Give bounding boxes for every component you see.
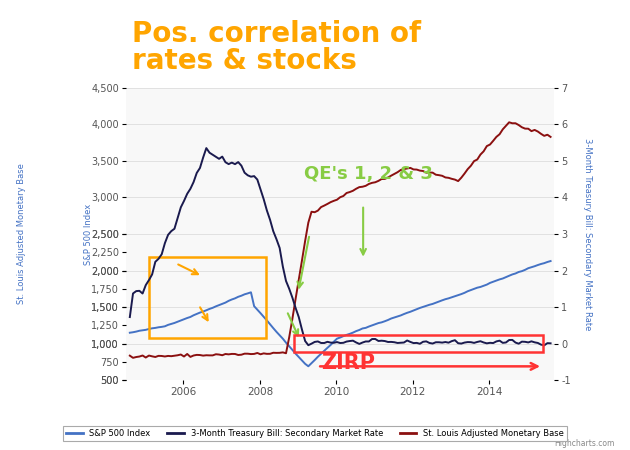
Line: 3-Month Treasury Bill: Secondary Market Rate: 3-Month Treasury Bill: Secondary Market … (130, 148, 551, 345)
Y-axis label: 3-Month Treasury Bill: Secondary Market Rate: 3-Month Treasury Bill: Secondary Market … (583, 138, 592, 330)
3-Month Treasury Bill: Secondary Market Rate: (2.01e+03, 0.0489): Secondary Market Rate: (2.01e+03, 0.0489… (406, 339, 414, 345)
3-Month Treasury Bill: Secondary Market Rate: (2.02e+03, 0.00999): Secondary Market Rate: (2.02e+03, 0.0099… (547, 341, 554, 346)
3-Month Treasury Bill: Secondary Market Rate: (2.02e+03, 0.0347): Secondary Market Rate: (2.02e+03, 0.0347… (525, 340, 532, 345)
St. Louis Adjusted Monetary Base (537, 131, 545, 136)
Y-axis label: St. Louis Adjusted Monetary Base: St. Louis Adjusted Monetary Base (17, 163, 26, 305)
St. Louis Adjusted Monetary Base (528, 128, 536, 134)
St. Louis Adjusted Monetary Base (420, 168, 427, 174)
S&P 500 Index (547, 258, 554, 264)
S&P 500 Index (155, 324, 163, 330)
Text: ZIRP: ZIRP (321, 352, 375, 373)
S&P 500 Index (534, 262, 542, 268)
S&P 500 Index (304, 364, 312, 369)
3-Month Treasury Bill: Secondary Market Rate: (2.01e+03, 5.35): Secondary Market Rate: (2.01e+03, 5.35) (202, 145, 210, 151)
3-Month Treasury Bill: Secondary Market Rate: (2.02e+03, 0.0203): Secondary Market Rate: (2.02e+03, 0.0203… (534, 340, 542, 346)
St. Louis Adjusted Monetary Base (129, 355, 137, 360)
3-Month Treasury Bill: Secondary Market Rate: (2.01e+03, 2.32): Secondary Market Rate: (2.01e+03, 2.32) (155, 256, 163, 261)
3-Month Treasury Bill: Secondary Market Rate: (2.02e+03, -0.0453): Secondary Market Rate: (2.02e+03, -0.045… (541, 342, 548, 348)
Text: Highcharts.com: Highcharts.com (554, 439, 614, 448)
Bar (294, 335, 543, 352)
S&P 500 Index (406, 309, 414, 315)
3-Month Treasury Bill: Secondary Market Rate: (2.01e+03, 0.0523): Secondary Market Rate: (2.01e+03, 0.0523… (420, 339, 427, 344)
Text: QE's 1, 2 & 3: QE's 1, 2 & 3 (304, 165, 433, 183)
St. Louis Adjusted Monetary Base (394, 170, 401, 175)
Line: S&P 500 Index: S&P 500 Index (130, 261, 551, 366)
S&P 500 Index (420, 304, 427, 310)
St. Louis Adjusted Monetary Base (547, 134, 554, 140)
St. Louis Adjusted Monetary Base (505, 120, 513, 125)
3-Month Treasury Bill: Secondary Market Rate: (2.01e+03, 0.0198): Secondary Market Rate: (2.01e+03, 0.0198… (394, 340, 401, 346)
S&P 500 Index (525, 266, 532, 271)
S&P 500 Index (126, 330, 134, 335)
Legend: S&P 500 Index, 3-Month Treasury Bill: Secondary Market Rate, St. Louis Adjusted : S&P 500 Index, 3-Month Treasury Bill: Se… (63, 426, 567, 441)
S&P 500 Index (394, 314, 401, 319)
Line: St. Louis Adjusted Monetary Base: St. Louis Adjusted Monetary Base (130, 122, 551, 358)
Text: rates & stocks: rates & stocks (132, 47, 357, 75)
Bar (149, 257, 266, 338)
St. Louis Adjusted Monetary Base (158, 353, 166, 359)
3-Month Treasury Bill: Secondary Market Rate: (2e+03, 0.728): Secondary Market Rate: (2e+03, 0.728) (126, 315, 134, 320)
Text: Pos. correlation of: Pos. correlation of (132, 20, 421, 48)
St. Louis Adjusted Monetary Base (406, 165, 414, 171)
St. Louis Adjusted Monetary Base (126, 353, 134, 358)
